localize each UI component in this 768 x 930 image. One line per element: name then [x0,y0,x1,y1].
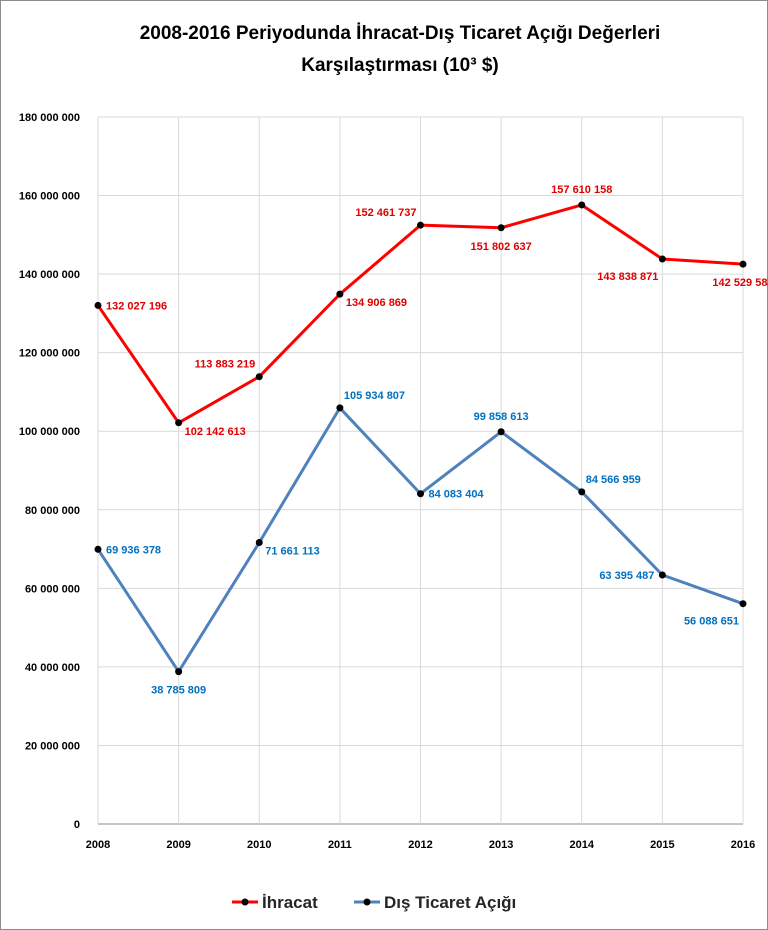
legend-label: İhracat [262,893,318,912]
data-point [336,290,344,298]
data-point [94,301,102,309]
data-label: 157 610 158 [551,184,612,196]
chart-title-line-2: Karşılaştırması (10³ $) [301,55,499,76]
y-tick-label: 20 000 000 [25,740,80,752]
data-label: 84 566 959 [586,474,641,486]
x-tick-label: 2012 [408,839,432,851]
x-tick-label: 2009 [166,839,190,851]
data-label: 99 858 613 [474,411,529,423]
y-tick-label: 80 000 000 [25,505,80,517]
data-point [658,571,666,579]
data-point [578,201,586,209]
data-label: 38 785 809 [151,685,206,697]
data-point [255,373,263,381]
y-tick-label: 120 000 000 [19,348,80,360]
y-tick-label: 180 000 000 [19,112,80,124]
data-point [739,260,747,268]
data-label: 151 802 637 [471,241,532,253]
data-point [175,668,183,676]
data-point [578,488,586,496]
data-label: 63 395 487 [599,570,654,582]
x-tick-label: 2010 [247,839,271,851]
data-point [739,600,747,608]
data-label: 69 936 378 [106,544,161,556]
x-tick-label: 2013 [489,839,513,851]
y-tick-label: 100 000 000 [19,426,80,438]
y-tick-label: 40 000 000 [25,662,80,674]
x-tick-label: 2015 [650,839,674,851]
legend-swatch-marker [241,898,249,906]
data-label: 132 027 196 [106,300,167,312]
data-label: 152 461 737 [355,207,416,219]
data-point [175,419,183,427]
x-tick-label: 2011 [328,839,352,851]
data-point [94,545,102,553]
data-label: 56 088 651 [684,616,739,628]
data-label: 71 661 113 [265,546,319,558]
data-label: 84 083 404 [429,489,485,501]
data-point [497,224,505,232]
data-label: 102 142 613 [185,426,246,438]
data-point [497,428,505,436]
data-label: 105 934 807 [344,390,405,402]
y-tick-label: 60 000 000 [25,583,80,595]
y-tick-label: 160 000 000 [19,191,80,203]
data-label: 113 883 219 [195,359,256,371]
x-tick-label: 2014 [570,839,595,851]
chart-title-line-1: 2008-2016 Periyodunda İhracat-Dış Ticare… [139,23,661,44]
data-point [417,490,424,498]
data-point [417,221,424,229]
chart-title: 2008-2016 Periyodunda İhracat-Dış Ticare… [60,18,740,82]
data-point [336,404,344,412]
data-label: 134 906 869 [346,297,407,309]
legend-label: Dış Ticaret Açığı [384,893,516,912]
x-tick-label: 2008 [86,839,110,851]
x-tick-label: 2016 [731,839,755,851]
y-tick-label: 140 000 000 [19,269,80,281]
data-point [658,255,666,263]
data-label: 143 838 871 [597,271,658,283]
data-label: 142 529 584 [712,277,768,289]
data-point [255,539,263,547]
y-tick-label: 0 [74,819,80,831]
legend-swatch-marker [363,898,371,906]
